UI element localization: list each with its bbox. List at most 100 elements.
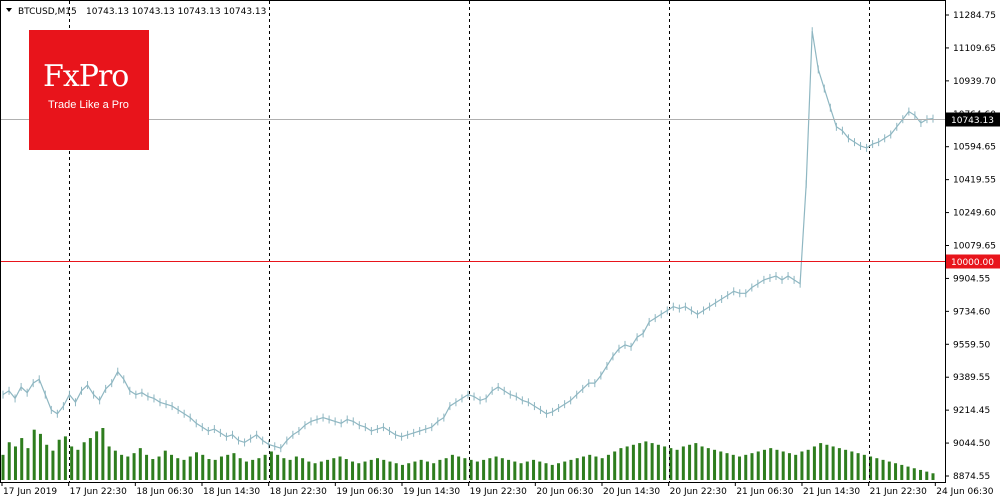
current-price-badge [946,112,1000,127]
volume-bar [413,461,417,480]
volume-bar [862,454,866,480]
volume-bar [856,453,860,480]
volume-bar [738,456,742,480]
volume-bar [681,446,685,480]
volume-bar [251,459,255,480]
volume-bar [507,459,511,480]
volume-bar [706,448,710,480]
volume-bar [363,461,367,480]
volume-bar [226,454,230,480]
volume-bar [394,463,398,480]
volume-bar [756,451,760,480]
volume-bar [544,463,548,480]
volume-bar [557,463,561,480]
symbol-label: BTCUSD,M15 [18,7,77,17]
volume-bar [900,464,904,480]
price-tick-label: 10939.70 [953,77,996,87]
volume-bar [313,463,317,480]
volume-bar [95,431,99,480]
time-tick-label: 19 Jun 22:30 [470,487,527,497]
volume-bar [713,449,717,480]
volume-bar [269,451,273,480]
volume-bar [819,443,823,480]
volume-bar [388,461,392,480]
volume-bar [63,436,67,480]
volume-bar [837,448,841,480]
price-tick-label: 10249.60 [953,209,996,219]
volume-bar [812,446,816,480]
logo-tagline: Trade Like a Pro [48,99,129,111]
volume-bar [438,459,442,480]
volume-bar [301,458,305,480]
volume-bar [107,446,111,480]
volume-bar [51,450,55,480]
volume-bar [450,454,454,480]
volume-bar [26,448,30,480]
volume-bar [170,454,174,480]
volume-bar [806,449,810,480]
time-tick-label: 18 Jun 06:30 [136,487,193,497]
volume-bar [787,453,791,480]
volume-bar [407,463,411,480]
price-tick-label: 9389.55 [953,373,990,383]
volume-bar [594,456,598,480]
volume-bar [257,458,261,480]
volume-bar [475,461,479,480]
volume-bar [263,454,267,480]
volume-bar [1,454,5,480]
volume-bar [688,444,692,480]
time-tick-label: 21 Jun 14:30 [803,487,860,497]
volume-bar [113,450,117,480]
volume-bar [45,444,49,480]
volume-bar [38,433,42,480]
volume-bar [619,448,623,480]
volume-bar [126,456,130,480]
collapse-triangle-icon[interactable] [6,8,12,12]
volume-bar [70,446,74,480]
volume-bar [219,456,223,480]
volume-bar [238,458,242,480]
volume-bar [294,456,298,480]
volume-bar [869,456,873,480]
volume-bar [563,461,567,480]
volume-bar [207,459,211,480]
price-tick-label: 10419.55 [953,176,996,186]
volume-bar [188,456,192,480]
volume-bar [425,461,429,480]
volume-bar [631,444,635,480]
volume-bar [750,453,754,480]
time-tick-label: 24 Jun 06:30 [936,487,993,497]
volume-bar [182,459,186,480]
volume-bar [800,451,804,480]
price-tick-label: 8874.55 [953,472,990,482]
symbol-header: BTCUSD,M15 10743.13 10743.13 10743.13 10… [6,7,266,17]
volume-bar [719,451,723,480]
volume-bar [326,459,330,480]
volume-bar [906,466,910,480]
volume-bar [32,429,36,480]
level-label: 10000.00 [951,258,994,268]
volume-bar [400,464,404,480]
volume-bar [638,443,642,480]
volume-bar [931,473,935,480]
volume-bar [13,446,17,480]
volume-bar [469,459,473,480]
price-tick-label: 10764.60 [953,110,996,120]
time-ticks: 17 Jun 2019 17 Jun 22:30 18 Jun 06:30 18 Ju… [1,482,994,497]
volume-bar [419,459,423,480]
volume-bar [332,458,336,480]
volume-bar [213,459,217,480]
volume-bar [382,459,386,480]
volume-bar [769,448,773,480]
price-tick-label: 10079.65 [953,242,996,252]
volume-bar [276,454,280,480]
volume-bar [157,456,161,480]
brand-logo: FxPro Trade Like a Pro [29,30,149,150]
time-tick-label: 17 Jun 22:30 [70,487,127,497]
volume-bar [825,444,829,480]
volume-bars [1,428,935,480]
volume-bar [138,448,142,480]
volume-bar [201,454,205,480]
price-tick-label: 9904.55 [953,274,990,284]
volume-bar [850,451,854,480]
